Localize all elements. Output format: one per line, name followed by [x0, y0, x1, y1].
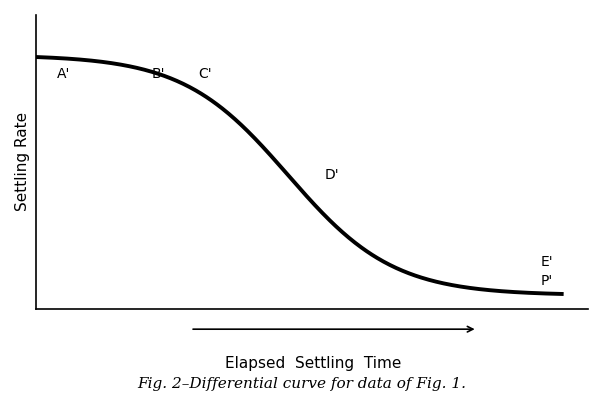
- Text: A': A': [57, 67, 70, 81]
- Text: E': E': [541, 255, 554, 269]
- Text: C': C': [198, 67, 212, 81]
- Y-axis label: Settling Rate: Settling Rate: [15, 112, 30, 211]
- Text: Elapsed  Settling  Time: Elapsed Settling Time: [226, 356, 402, 371]
- Text: Fig. 2–Differential curve for data of Fig. 1.: Fig. 2–Differential curve for data of Fi…: [137, 377, 466, 391]
- Text: B': B': [151, 67, 165, 81]
- Text: P': P': [541, 274, 553, 288]
- Text: D': D': [325, 168, 339, 182]
